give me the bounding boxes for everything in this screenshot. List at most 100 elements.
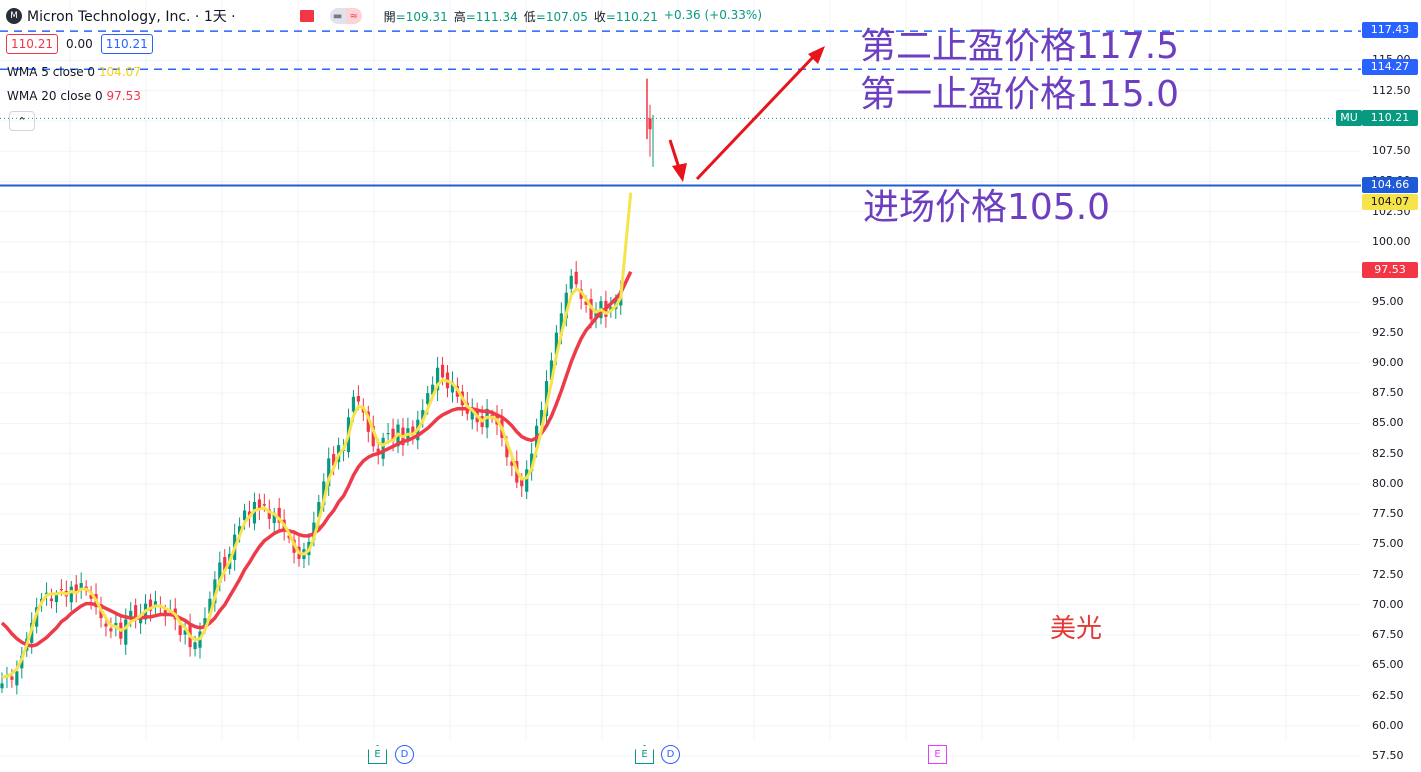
y-tick-label: 57.50	[1372, 749, 1404, 762]
candle-body	[104, 623, 108, 627]
dividend-event-icon[interactable]: D	[395, 745, 414, 764]
y-tick-label: 90.00	[1372, 355, 1404, 369]
candle-body	[376, 448, 380, 454]
take-profit-1-annotation: 第一止盈价格115.0	[860, 74, 1180, 115]
chevron-up-icon[interactable]: ⌃	[9, 111, 35, 131]
candle-body	[366, 411, 370, 432]
candle-body	[109, 628, 113, 632]
candle-body	[530, 453, 534, 472]
sell-price[interactable]: 110.21	[6, 34, 58, 54]
entry-annotation: 进场价格105.0	[863, 187, 1111, 228]
y-tick-label: 75.00	[1372, 537, 1404, 551]
target-arrow-line[interactable]	[695, 53, 817, 181]
candle-body	[242, 510, 247, 521]
candle-body	[391, 428, 395, 442]
minus-icon[interactable]: ▬	[329, 8, 346, 24]
candle-body	[54, 595, 59, 603]
candle-body	[525, 469, 529, 492]
y-tick-label: 72.50	[1372, 567, 1404, 581]
candle-body	[277, 507, 281, 523]
micron-logo-icon: M	[6, 8, 22, 24]
upcoming-earnings-icon[interactable]: E	[928, 745, 947, 764]
candle-body	[238, 526, 242, 536]
candle-body	[178, 625, 182, 636]
y-tick-label: 92.50	[1372, 325, 1404, 339]
candle-body	[134, 605, 138, 621]
candle-body	[69, 586, 73, 603]
candle-body	[74, 584, 78, 594]
candle-body	[648, 118, 652, 130]
y-tick-label: 67.50	[1372, 628, 1404, 642]
candle-body	[351, 396, 356, 412]
candle-body	[79, 583, 83, 589]
candle-body	[10, 676, 14, 680]
tp1-price-badge: 114.27	[1362, 59, 1418, 75]
candle-body	[520, 479, 524, 487]
candle-body	[124, 619, 128, 645]
candle-body	[218, 562, 222, 583]
candle-body	[59, 589, 63, 591]
candle-body	[436, 367, 440, 391]
approx-icon[interactable]: ≈	[345, 8, 362, 24]
take-profit-2-annotation: 第二止盈价格117.5	[860, 26, 1180, 67]
ohlc-values: 開=109.31 高=111.34 低=107.05 收=110.21 +0.3…	[383, 7, 763, 24]
entry-price-badge: 104.66	[1362, 177, 1418, 193]
y-tick-label: 77.50	[1372, 507, 1404, 521]
candle-body	[183, 630, 187, 635]
candle-body	[89, 594, 93, 599]
y-tick-label: 112.50	[1372, 83, 1411, 97]
y-tick-label: 65.00	[1372, 658, 1404, 672]
company-name-annotation: 美光	[1050, 614, 1103, 644]
entry-arrow-line[interactable]	[668, 139, 681, 169]
wma5-price-badge: 104.07	[1362, 194, 1418, 210]
buy-price[interactable]: 110.21	[100, 34, 153, 54]
compare-toggle[interactable]: ▬ ≈	[329, 8, 362, 24]
entry-arrow-head	[672, 163, 687, 182]
target-arrow-head	[808, 46, 825, 64]
change-value: +0.36 (+0.33%)	[663, 7, 763, 22]
y-tick-label: 62.50	[1372, 688, 1404, 702]
candle-body	[153, 601, 158, 607]
earnings-event-icon[interactable]: E	[368, 745, 387, 764]
candle-body	[381, 437, 385, 459]
earnings-event-icon[interactable]: E	[635, 745, 654, 764]
candle-body	[272, 512, 276, 524]
symbol-title[interactable]: Micron Technology, Inc. · 1天 ·	[27, 9, 236, 25]
y-tick-label: 60.00	[1372, 718, 1404, 732]
wma5-legend[interactable]: WMA 5 close 0 104.07	[7, 65, 141, 79]
y-tick-label: 70.00	[1372, 597, 1404, 611]
candle-body	[470, 407, 474, 420]
y-tick-label: 80.00	[1372, 476, 1404, 490]
candle-body	[262, 504, 266, 506]
candle-body	[223, 557, 227, 571]
candle-body	[203, 618, 207, 629]
candle-body	[569, 275, 573, 289]
wma20-price-badge: 97.53	[1362, 262, 1418, 278]
candle-body	[129, 610, 133, 619]
dividend-event-icon[interactable]: D	[661, 745, 680, 764]
candle-body	[257, 499, 261, 510]
flag-icon[interactable]	[299, 10, 314, 22]
candle-body	[549, 360, 554, 380]
candle-body	[371, 425, 375, 447]
wma20-legend[interactable]: WMA 20 close 0 97.53	[7, 89, 141, 103]
candle-body	[505, 441, 509, 458]
candle-body	[0, 683, 4, 689]
candle-body	[564, 292, 568, 319]
candle-body	[317, 501, 321, 518]
candle-body	[559, 313, 563, 336]
y-tick-label: 100.00	[1372, 234, 1411, 248]
tp2-price-badge: 117.43	[1362, 22, 1418, 38]
candle-body	[322, 481, 326, 506]
candle-body	[584, 301, 588, 305]
y-tick-label: 85.00	[1372, 416, 1404, 430]
candle-body	[594, 312, 598, 319]
candle-body	[15, 671, 19, 686]
y-tick-label: 107.50	[1372, 144, 1411, 158]
candle-body	[213, 579, 217, 604]
candle-body	[510, 461, 514, 466]
candle-body	[450, 382, 455, 393]
candle-body	[327, 458, 331, 487]
chart-header: M Micron Technology, Inc. · 1天 · ▬ ≈ 開=1…	[6, 6, 762, 26]
